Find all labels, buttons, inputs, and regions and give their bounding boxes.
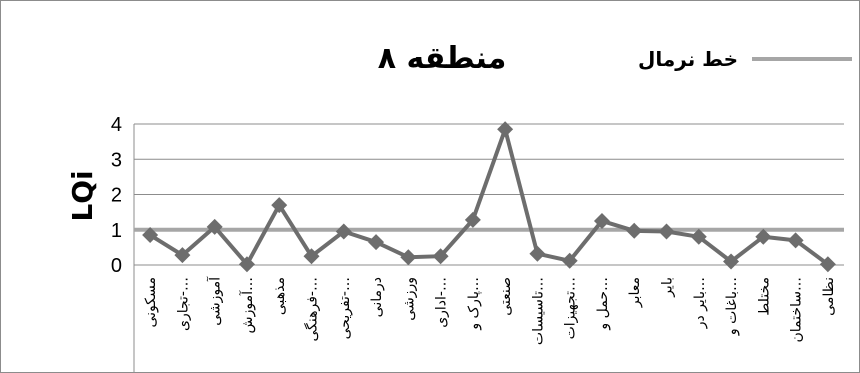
x-tick-label: ورزشی	[401, 277, 417, 321]
legend-label-normal: خط نرمال	[638, 47, 738, 71]
x-tick-label: آموزش…	[239, 277, 256, 333]
x-tick-label: مسکونی	[143, 277, 159, 328]
x-tick-label: نظامی	[821, 277, 837, 316]
data-point	[690, 228, 707, 245]
series-layer	[134, 121, 844, 273]
data-point	[755, 228, 772, 245]
x-tick-label: پارک و…	[466, 277, 482, 331]
data-point	[303, 248, 320, 265]
x-tick-label: مذهبی	[272, 277, 288, 315]
y-tick-label: 4	[111, 114, 122, 136]
y-axis-label: LQi	[66, 170, 99, 221]
x-tick-label: درمانی	[369, 277, 385, 317]
data-point	[787, 232, 804, 249]
data-point	[593, 212, 610, 229]
y-ticks: 0 1 2 3 4	[111, 114, 122, 277]
data-point	[626, 222, 643, 239]
data-point	[238, 256, 255, 273]
y-tick-label: 1	[111, 220, 122, 242]
data-point	[142, 227, 159, 244]
data-point	[174, 247, 191, 264]
x-tick-label: تجاری-…	[175, 277, 191, 331]
data-point	[497, 121, 514, 138]
x-ticks: مسکونی تجاری-… آموزشی آموزش… مذهبی فرهنگی-… تف…	[143, 276, 837, 345]
x-tick-label: آموزشی	[207, 276, 224, 326]
x-tick-label: صنعتی	[498, 277, 514, 316]
x-tick-label: تجهیزات…	[563, 277, 579, 339]
x-tick-label: اداری-…	[434, 277, 450, 328]
x-tick-label: حمل و…	[595, 277, 611, 331]
x-tick-label: تفریحی-…	[337, 277, 353, 339]
data-point	[529, 245, 546, 262]
data-point	[206, 218, 223, 235]
data-point	[368, 234, 385, 251]
data-point	[819, 256, 836, 273]
x-tick-label: فرهنگی-…	[304, 277, 321, 342]
x-tick-label: تاسیسات…	[530, 277, 546, 345]
series-line-lqi	[149, 127, 830, 267]
data-point	[432, 248, 449, 265]
y-tick-label: 0	[111, 255, 122, 277]
data-point	[335, 223, 352, 240]
data-point	[400, 249, 417, 266]
chart-title: منطقه ۸	[378, 41, 507, 76]
data-point	[464, 211, 481, 228]
data-point	[658, 223, 675, 240]
x-tick-label: بایر	[660, 277, 676, 298]
y-tick-label: 2	[111, 185, 122, 207]
data-point	[723, 253, 740, 270]
x-tick-label: بایر در…	[692, 277, 708, 329]
data-point	[561, 252, 578, 269]
x-tick-label: معابر	[627, 277, 643, 308]
y-tick-label: 3	[111, 149, 122, 171]
x-tick-label: باغات و…	[724, 277, 740, 336]
x-tick-label: ساختمان…	[789, 277, 805, 343]
data-point	[271, 197, 288, 214]
x-tick-label: مختلط	[756, 277, 772, 316]
